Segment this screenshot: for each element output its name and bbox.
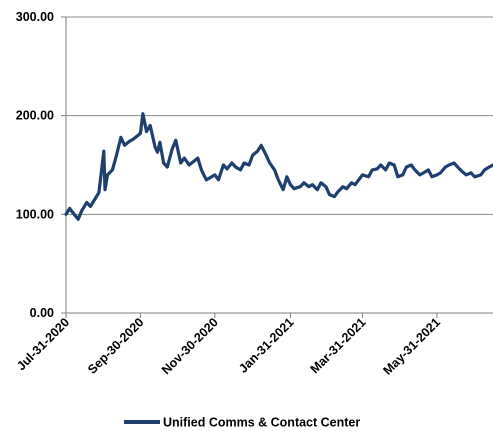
x-tick-label: Nov-30-2020 <box>159 315 221 377</box>
x-tick-label: Jul-31-2020 <box>14 315 72 373</box>
y-tick-label: 100.00 <box>16 207 54 221</box>
x-tick-label: Jan-31-2021 <box>236 315 297 376</box>
y-tick-label: 200.00 <box>16 109 54 123</box>
x-tick-labels: Jul-31-2020 Sep-30-2020 Nov-30-2020 Jan-31-… <box>14 313 443 378</box>
x-tick-label: May-31-2021 <box>381 315 444 378</box>
y-tick-label: 300.00 <box>16 10 54 24</box>
x-tick-label: Mar-31-2021 <box>308 315 369 376</box>
legend-label: Unified Comms & Contact Center <box>163 416 360 430</box>
axes <box>65 17 493 314</box>
y-tick-label: 0.00 <box>30 306 54 320</box>
legend: Unified Comms & Contact Center <box>124 416 360 430</box>
series-group <box>64 112 493 221</box>
gridlines <box>66 16 493 215</box>
x-tick-label: Sep-30-2020 <box>85 315 147 377</box>
series-line-unified-comms <box>64 112 493 221</box>
y-tick-labels: 0.00 100.00 200.00 300.00 <box>16 10 66 320</box>
